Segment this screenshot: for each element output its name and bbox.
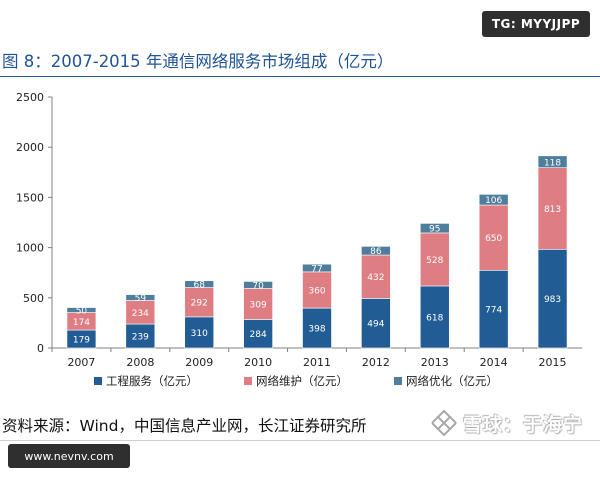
x-tick-label: 2010: [244, 356, 272, 369]
xueqiu-watermark: 雪球：于海宁: [463, 414, 584, 436]
data-label: 106: [485, 196, 502, 206]
data-label: 494: [367, 320, 384, 330]
bar-segment: [361, 298, 391, 349]
data-label: 432: [367, 273, 384, 283]
data-label: 398: [308, 325, 325, 335]
x-tick-label: 2011: [303, 356, 331, 369]
data-label: 310: [191, 329, 208, 339]
bar-segment: [478, 269, 509, 349]
y-tick-label: 500: [23, 292, 44, 305]
figure-title: 图 8：2007-2015 年通信网络服务市场组成（亿元）: [2, 52, 394, 71]
title-divider: [0, 76, 600, 77]
legend-label: 工程服务（亿元）: [106, 374, 198, 388]
bar-segment: [419, 232, 450, 287]
stacked-bar-chart: 0 500 1000 1500 2000 2500 2007 2008 2009 2010 201…: [16, 91, 582, 388]
x-tick-label: 2013: [421, 356, 449, 369]
x-axis: 2007 2008 2009 2010 2011 2012 2013 2014 2015: [51, 347, 582, 369]
bar-segment: [243, 281, 273, 289]
y-tick-label: 0: [37, 342, 44, 355]
x-tick-label: 2014: [480, 356, 508, 369]
data-label: 59: [135, 294, 147, 304]
x-tick-label: 2008: [126, 356, 154, 369]
legend-swatch: [394, 377, 402, 385]
data-label: 239: [132, 333, 149, 343]
xueqiu-logo-icon: [431, 409, 457, 437]
x-tick-label: 2009: [185, 356, 213, 369]
data-label: 234: [132, 309, 149, 319]
data-label: 618: [426, 313, 443, 323]
y-axis: 0 500 1000 1500 2000 2500: [16, 91, 53, 355]
data-label: 179: [73, 336, 90, 346]
bar-segment: [302, 271, 332, 309]
bar-segment: [184, 287, 215, 318]
data-label: 284: [250, 330, 267, 340]
legend-label: 网络维护（亿元）: [256, 374, 348, 388]
data-label: 774: [485, 306, 502, 316]
data-label: 70: [252, 281, 264, 291]
url-watermark-badge: www.nevnv.com: [8, 444, 130, 468]
bar-segment: [125, 294, 156, 301]
data-label: 77: [311, 265, 322, 275]
y-tick-label: 1500: [16, 191, 44, 204]
bar-segment: [537, 167, 568, 250]
data-label: 118: [544, 158, 561, 168]
y-tick-label: 2500: [16, 91, 44, 104]
bar-segment: [478, 194, 509, 206]
data-label: 68: [193, 281, 205, 291]
data-label: 50: [76, 307, 88, 317]
chart-legend: 工程服务（亿元） 网络维护（亿元） 网络优化（亿元）: [94, 374, 498, 388]
x-tick-label: 2012: [362, 356, 390, 369]
bar-segment: [537, 249, 568, 349]
bar-segment: [184, 316, 215, 349]
data-label: 360: [308, 286, 325, 296]
bar-segment: [302, 307, 332, 349]
y-tick-label: 2000: [16, 141, 44, 154]
bar-segment: [419, 285, 450, 349]
bar-segment: [419, 223, 450, 234]
legend-swatch: [94, 377, 102, 385]
bar-segment: [478, 204, 509, 271]
source-divider: [0, 440, 600, 441]
data-label: 174: [73, 318, 90, 328]
x-tick-label: 2007: [67, 356, 95, 369]
data-label: 86: [370, 247, 382, 257]
data-label: 650: [485, 234, 502, 244]
data-label: 813: [544, 205, 561, 215]
bar-segment: [184, 280, 215, 288]
x-tick-label: 2015: [539, 356, 567, 369]
data-label: 983: [544, 295, 561, 305]
bar-segment: [243, 288, 273, 320]
data-label: 309: [250, 300, 267, 310]
bar-segment: [243, 319, 273, 349]
legend-label: 网络优化（亿元）: [406, 374, 498, 388]
bar-segment: [537, 155, 568, 168]
data-label: 292: [191, 299, 208, 309]
bar-segment: [302, 263, 332, 273]
tg-watermark-badge: TG: MYYJJPP: [482, 11, 590, 37]
bar-segment: [361, 254, 391, 299]
y-tick-label: 1000: [16, 242, 44, 255]
legend-swatch: [244, 377, 252, 385]
bar-segment: [361, 246, 391, 256]
source-note: 资料来源：Wind，中国信息产业网，长江证券研究所: [2, 417, 367, 435]
bar-segment: [66, 307, 97, 313]
data-label: 528: [426, 256, 443, 266]
data-label: 95: [429, 225, 440, 235]
